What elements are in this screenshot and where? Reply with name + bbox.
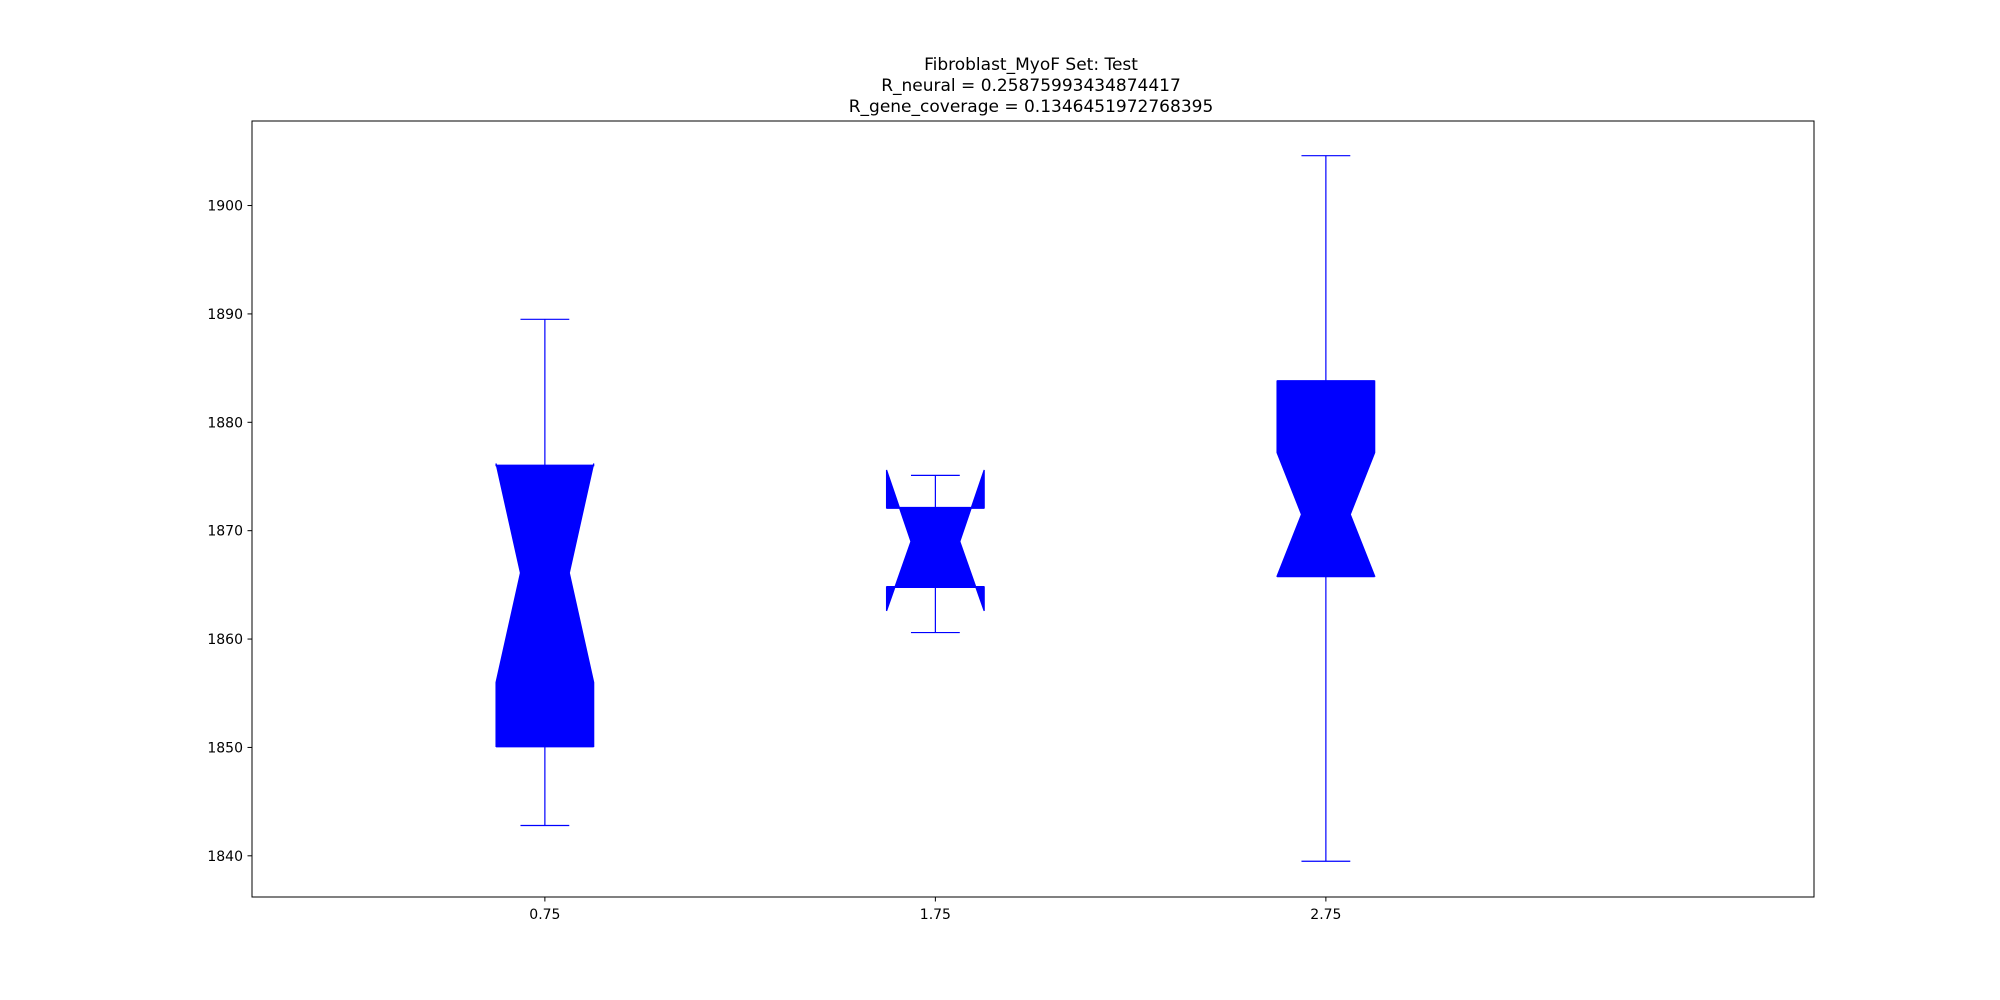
chart-title-line-3: R_gene_coverage = 0.1346451972768395 [849,97,1214,117]
box-3 [1277,156,1375,862]
y-tick-label: 1840 [207,849,243,865]
y-tick-label: 1860 [207,632,243,648]
x-tick-label: 0.75 [529,907,560,923]
y-axis: 1840 1850 1860 1870 1880 1890 1900 [207,199,252,865]
box-1 [496,319,594,825]
notched-box [1277,381,1375,576]
x-tick-label: 1.75 [920,907,951,923]
y-tick-label: 1870 [207,524,243,540]
x-tick-label: 2.75 [1310,907,1341,923]
plot-area [496,156,1375,862]
y-tick-label: 1880 [207,415,243,431]
y-tick-label: 1900 [207,199,243,215]
box-2 [887,470,985,633]
chart-title-line-1: Fibroblast_MyoF Set: Test [924,55,1138,75]
axes-frame [252,121,1814,897]
notched-box [496,463,594,746]
chart-title-line-2: R_neural = 0.25875993434874417 [881,76,1181,96]
chart-title: Fibroblast_MyoF Set: Test R_neural = 0.2… [849,55,1214,117]
y-tick-label: 1850 [207,740,243,756]
x-axis: 0.75 1.75 2.75 [529,897,1341,923]
y-tick-label: 1890 [207,307,243,323]
